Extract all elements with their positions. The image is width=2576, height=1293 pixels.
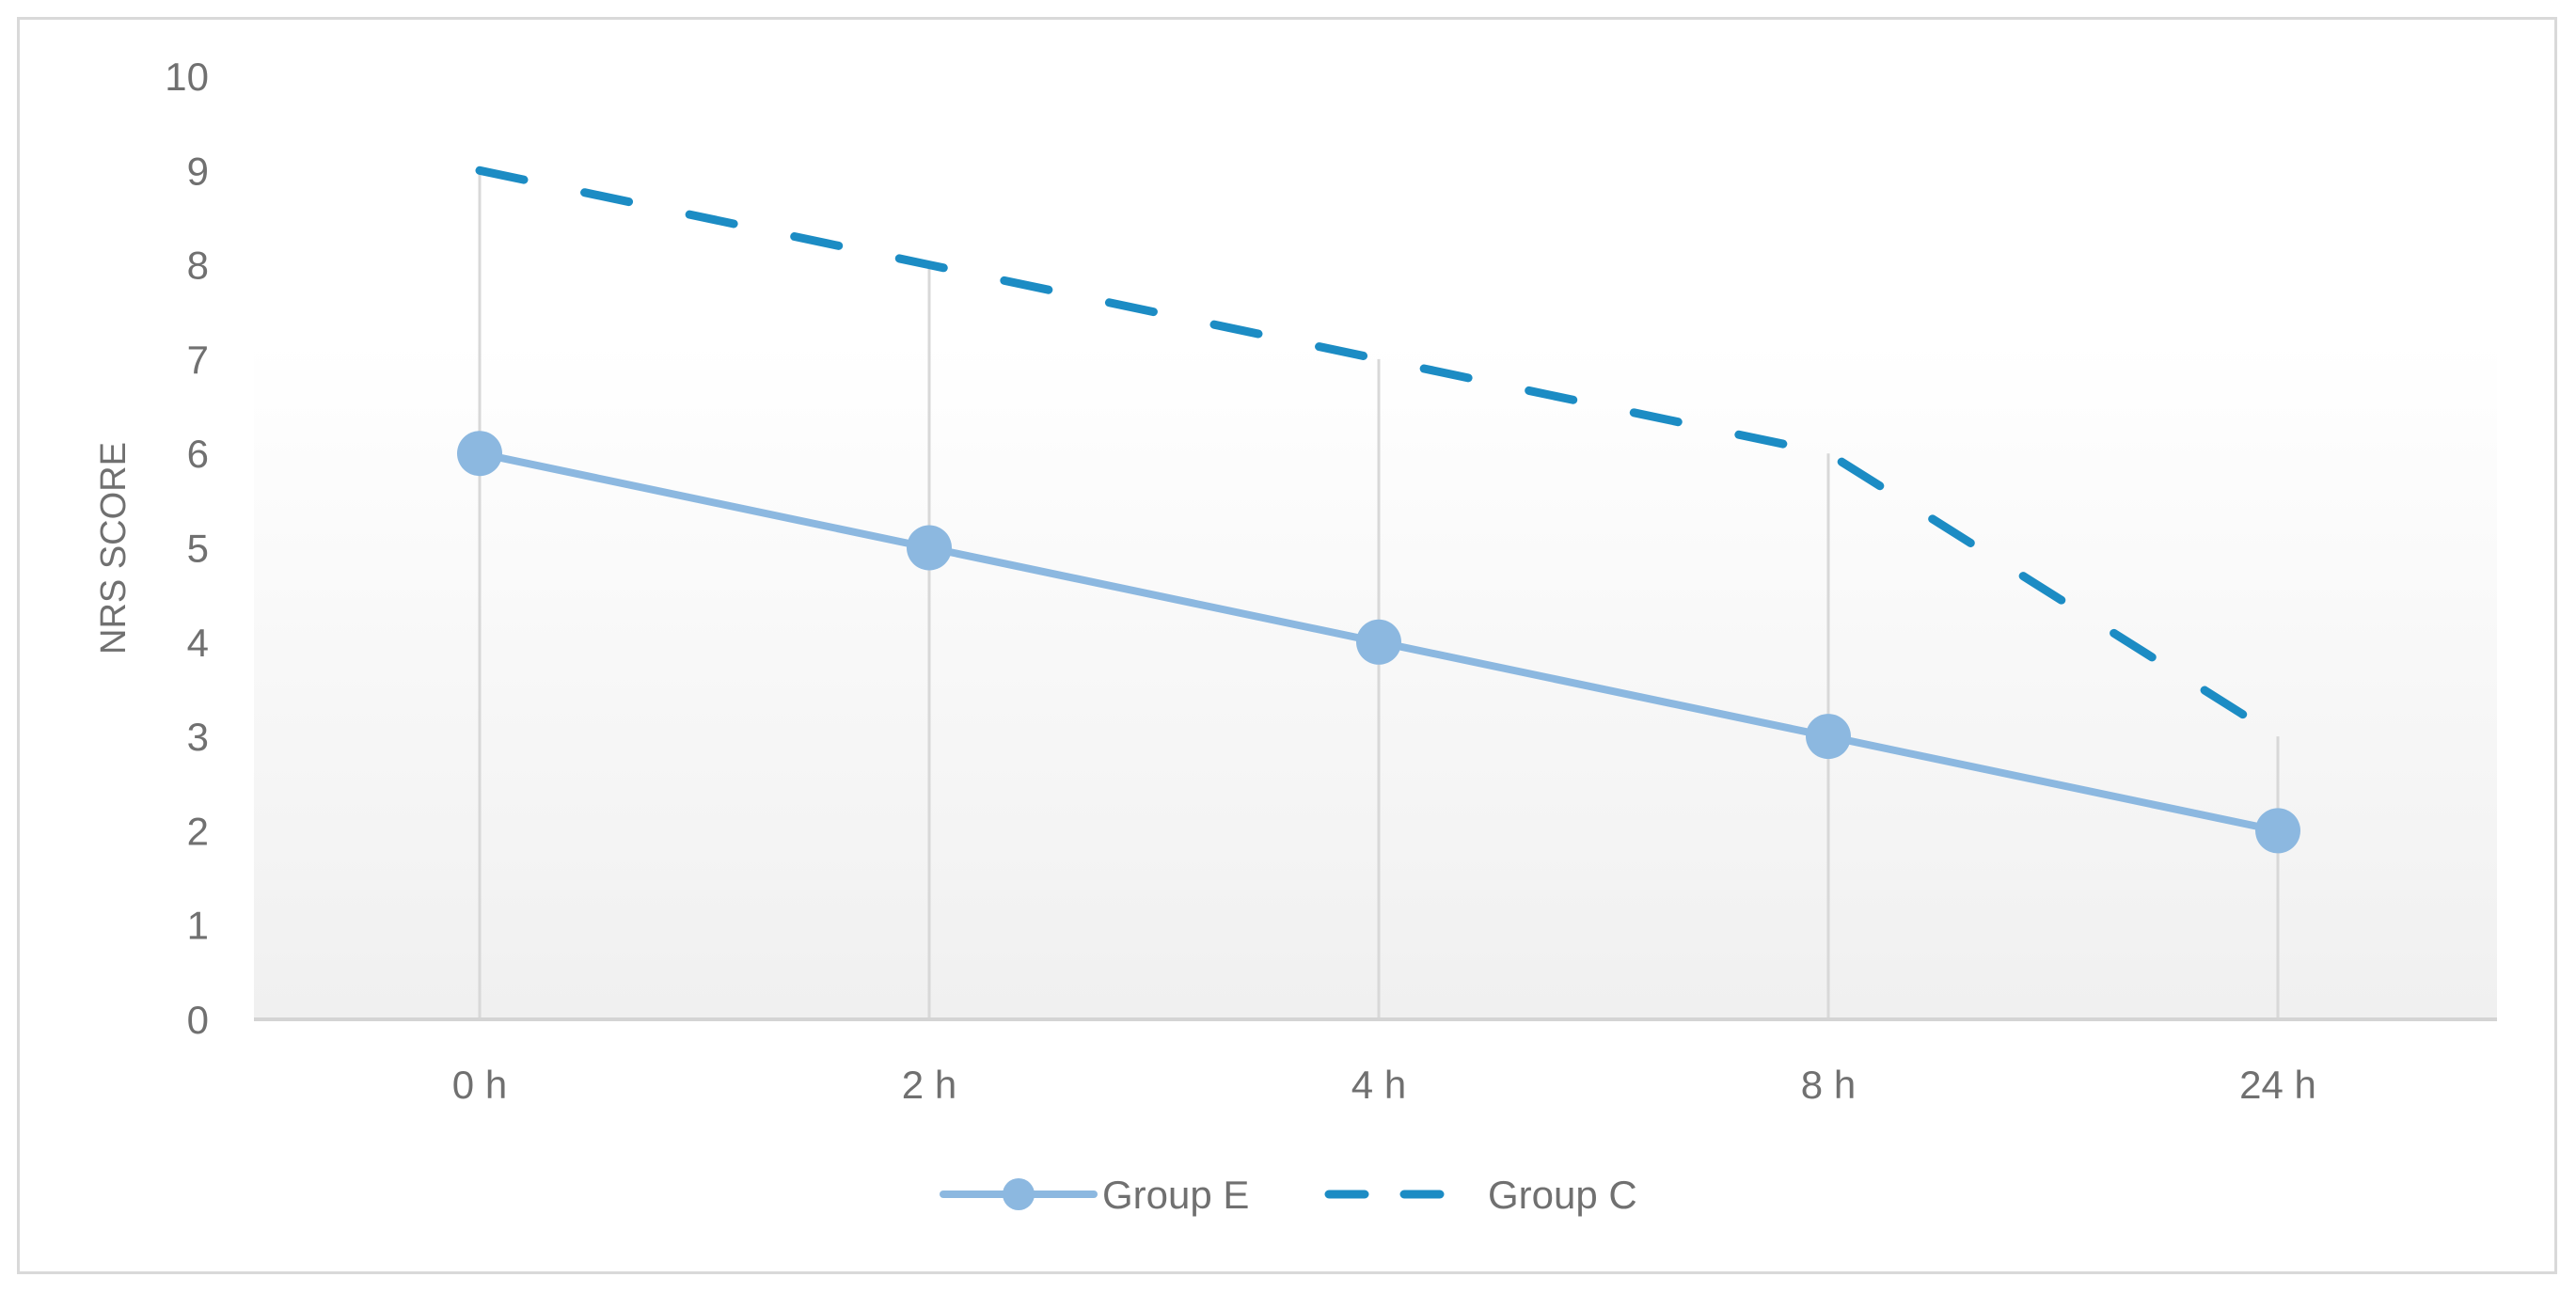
- y-tick-label: 3: [187, 715, 209, 759]
- x-axis-ticks: 0 h 2 h 4 h 8 h 24 h: [452, 1063, 2316, 1107]
- y-tick-label: 4: [187, 621, 209, 665]
- data-point-group-e: [1806, 714, 1851, 760]
- y-tick-label: 10: [165, 55, 209, 99]
- legend-label-group-c: Group C: [1488, 1173, 1637, 1217]
- y-tick-label: 2: [187, 809, 209, 853]
- y-tick-label: 1: [187, 904, 209, 948]
- drop-lines: [478, 170, 2280, 1019]
- series-layer: [457, 166, 2300, 854]
- plot-area: [254, 75, 2497, 1019]
- data-point-group-e: [1356, 619, 1401, 665]
- y-tick-label: 0: [187, 998, 209, 1042]
- legend: Group E Group C: [940, 1173, 1637, 1217]
- y-tick-label: 9: [187, 149, 209, 193]
- x-tick-label: 0 h: [452, 1063, 507, 1107]
- y-tick-label: 5: [187, 527, 209, 571]
- y-tick-label: 6: [187, 432, 209, 476]
- data-point-group-e: [907, 525, 952, 571]
- x-tick-label: 4 h: [1351, 1063, 1406, 1107]
- data-point-group-e: [457, 431, 502, 477]
- y-axis-title: NRS SCORE: [94, 442, 134, 654]
- y-tick-label: 8: [187, 244, 209, 288]
- y-axis-ticks: 0 1 2 3 4 5 6 7 8 9 10: [165, 55, 209, 1042]
- x-tick-label: 2 h: [902, 1063, 956, 1107]
- x-tick-label: 8 h: [1801, 1063, 1856, 1107]
- y-tick-label: 7: [187, 338, 209, 382]
- x-tick-label: 24 h: [2239, 1063, 2316, 1107]
- legend-marker-group-e: [1003, 1178, 1035, 1210]
- data-point-group-e: [2255, 808, 2300, 854]
- legend-label-group-e: Group E: [1102, 1173, 1249, 1217]
